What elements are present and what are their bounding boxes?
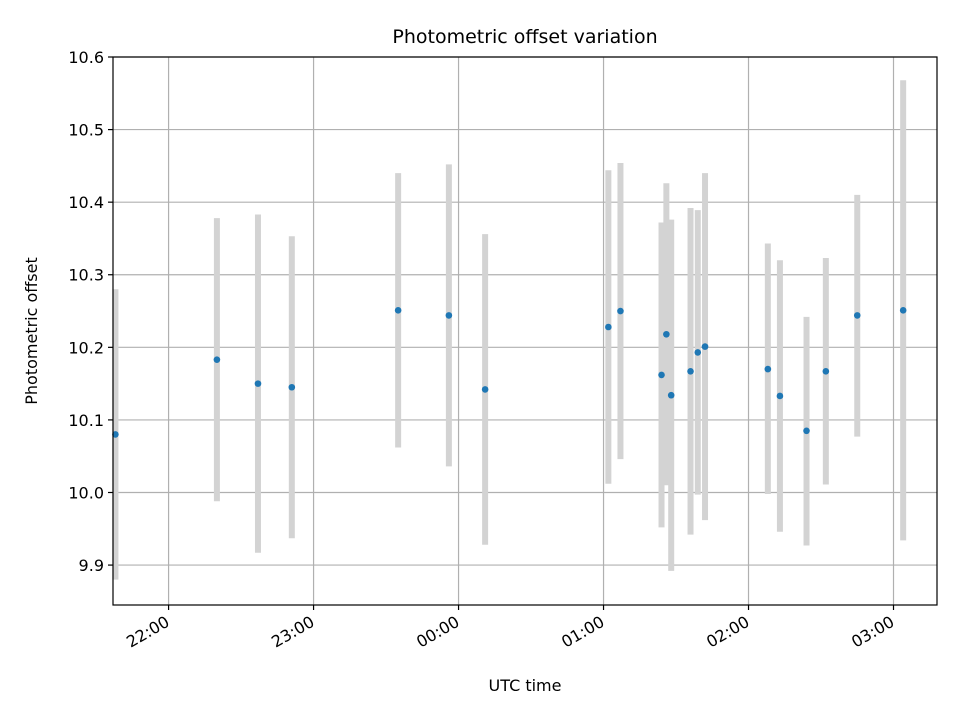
y-tick-label: 10.1 — [68, 411, 104, 430]
y-axis-ticks: 9.9 10.0 10.1 10.2 10.3 10.4 10.5 10.6 — [68, 48, 113, 575]
data-point — [112, 431, 119, 438]
y-tick-label: 10.4 — [68, 193, 104, 212]
y-tick-label: 10.3 — [68, 266, 104, 285]
data-point — [776, 392, 784, 400]
data-point — [617, 307, 624, 315]
data-point — [822, 367, 830, 375]
data-point — [658, 371, 665, 379]
y-axis-label: Photometric offset — [22, 257, 41, 405]
data-point — [605, 323, 612, 331]
data-point-layer — [112, 307, 907, 438]
data-point — [445, 312, 453, 319]
data-point — [213, 356, 221, 363]
y-tick-label: 9.9 — [79, 556, 104, 575]
data-point — [663, 330, 670, 338]
data-point — [899, 307, 907, 314]
data-point — [394, 307, 402, 314]
data-point — [288, 383, 296, 391]
x-axis-label: UTC time — [489, 676, 562, 695]
plot-area-frame — [112, 56, 938, 606]
data-point — [481, 386, 489, 393]
data-point — [764, 365, 772, 373]
data-point — [701, 343, 709, 350]
data-point — [254, 380, 262, 387]
data-point — [687, 367, 694, 375]
y-tick-label: 10.5 — [68, 121, 104, 140]
data-point — [667, 391, 675, 399]
y-tick-label: 10.6 — [68, 48, 104, 67]
data-point — [803, 427, 810, 435]
data-point — [694, 349, 702, 356]
chart-title: Photometric offset variation — [392, 26, 657, 48]
y-tick-label: 10.2 — [68, 338, 104, 357]
y-tick-label: 10.0 — [68, 483, 104, 502]
data-point — [853, 312, 861, 319]
